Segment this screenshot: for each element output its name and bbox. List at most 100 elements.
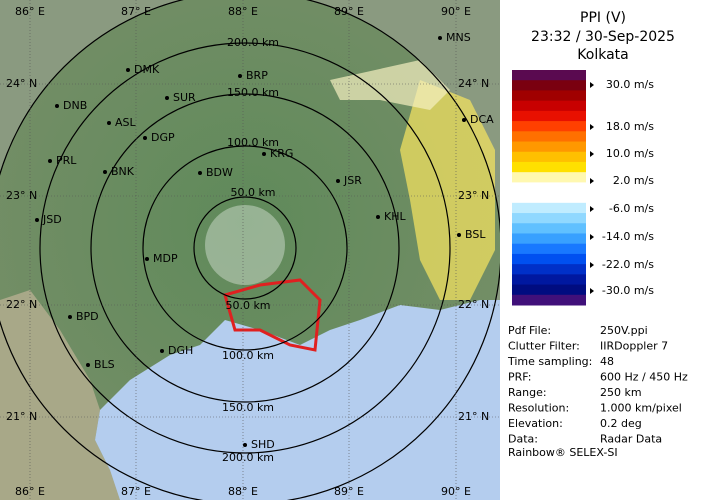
colorbar-cell: [512, 182, 586, 194]
colorbar-cell: [512, 264, 586, 275]
lon-label-top: 86° E: [15, 5, 45, 18]
city-label: DCA: [470, 113, 494, 126]
colorbar-cell: [512, 243, 586, 255]
colorbar-cell: [512, 161, 586, 173]
sea: [95, 300, 500, 500]
colorbar-arrow: [590, 151, 594, 157]
city-label: DMK: [134, 63, 160, 76]
colorbar-cell: [512, 192, 586, 204]
info-value: IIRDoppler 7: [600, 340, 668, 353]
range-ring: [142, 145, 348, 351]
city-label: JSR: [343, 174, 362, 187]
info-value: 250V.ppi: [600, 324, 648, 337]
colorbar-arrow: [590, 288, 594, 294]
lon-label-bottom: 88° E: [228, 485, 258, 498]
lon-label-top: 90° E: [441, 5, 471, 18]
range-label: 200.0 km: [227, 36, 279, 49]
colorbar-cell: [512, 253, 586, 265]
lat-label-left: 22° N: [6, 298, 37, 311]
info-key: Pdf File:: [508, 324, 551, 337]
city-label: JSD: [42, 213, 62, 226]
lon-label-top: 89° E: [334, 5, 364, 18]
city-label: ASL: [115, 116, 137, 129]
city-dot: [107, 121, 111, 125]
colorbar-cell: [512, 213, 586, 224]
colorbar-label: 2.0 m/s: [613, 174, 654, 187]
echo-pale: [330, 60, 450, 110]
colorbar-cell: [512, 110, 586, 122]
colorbar-cell: [512, 151, 586, 163]
city-label: BRP: [246, 69, 268, 82]
city-dot: [165, 96, 169, 100]
lat-label-right: 23° N: [458, 189, 489, 202]
range-ring: [90, 93, 400, 403]
city-dot: [86, 363, 90, 367]
colorbar-cell: [512, 233, 586, 245]
lat-label-left: 21° N: [6, 410, 37, 423]
colorbar-cell: [512, 274, 586, 286]
colorbar-cell: [512, 100, 586, 112]
colorbar-label: 30.0 m/s: [606, 78, 654, 91]
info-value: Radar Data: [600, 433, 662, 446]
city-label: MDP: [153, 252, 178, 265]
range-ring: [39, 42, 451, 454]
city-label: DGH: [168, 344, 193, 357]
city-dot: [103, 170, 107, 174]
lon-label-bottom: 89° E: [334, 485, 364, 498]
lat-label-right: 21° N: [458, 410, 489, 423]
city-label: BSL: [465, 228, 486, 241]
city-dot: [55, 104, 59, 108]
colorbar-cell: [512, 90, 586, 102]
colorbar-arrow: [590, 234, 594, 240]
colorbar-label: -6.0 m/s: [609, 202, 654, 215]
city-label: BDW: [206, 166, 233, 179]
city-label: PRL: [56, 154, 77, 167]
info-value: 48: [600, 355, 614, 368]
city-label: SHD: [251, 438, 275, 451]
city-dot: [238, 74, 242, 78]
city-label: DGP: [151, 131, 175, 144]
lat-label-left: 24° N: [6, 77, 37, 90]
info-key: Elevation:: [508, 417, 563, 430]
colorbar-arrow: [590, 206, 594, 212]
lat-label-left: 23° N: [6, 189, 37, 202]
lon-label-bottom: 86° E: [15, 485, 45, 498]
city-label: DNB: [63, 99, 87, 112]
colorbar-cell: [512, 294, 586, 306]
clutter: [205, 205, 285, 285]
city-dot: [160, 349, 164, 353]
lat-label-right: 22° N: [458, 298, 489, 311]
city-dot: [48, 159, 52, 163]
range-label: 150.0 km: [222, 401, 274, 414]
colorbar-label: 10.0 m/s: [606, 147, 654, 160]
lat-label-right: 24° N: [458, 77, 489, 90]
city-dot: [438, 36, 442, 40]
city-label: BPD: [76, 310, 99, 323]
info-key: Resolution:: [508, 402, 569, 415]
colorbar-cell: [512, 223, 586, 234]
range-label: 100.0 km: [227, 136, 279, 149]
info-key: Range:: [508, 386, 547, 399]
coastline-delta: [223, 278, 322, 352]
colorbar-arrow: [590, 178, 594, 184]
city-label: BLS: [94, 358, 115, 371]
colorbar-label: 18.0 m/s: [606, 120, 654, 133]
colorbar-arrow: [590, 124, 594, 130]
colorbar-cell: [512, 121, 586, 132]
city-dot: [198, 171, 202, 175]
city-dot: [336, 179, 340, 183]
colorbar-cell: [512, 284, 586, 296]
range-label: 200.0 km: [222, 451, 274, 464]
lon-label-top: 87° E: [121, 5, 151, 18]
lon-label-top: 88° E: [228, 5, 258, 18]
panel-footer: Rainbow® SELEX-SI: [508, 446, 618, 459]
info-key: Time sampling:: [507, 355, 592, 368]
lon-label-bottom: 87° E: [121, 485, 151, 498]
colorbar-arrow: [590, 82, 594, 88]
colorbar-label: -14.0 m/s: [602, 230, 654, 243]
colorbar-arrow: [590, 262, 594, 268]
city-dot: [143, 136, 147, 140]
info-key: Clutter Filter:: [508, 340, 580, 353]
